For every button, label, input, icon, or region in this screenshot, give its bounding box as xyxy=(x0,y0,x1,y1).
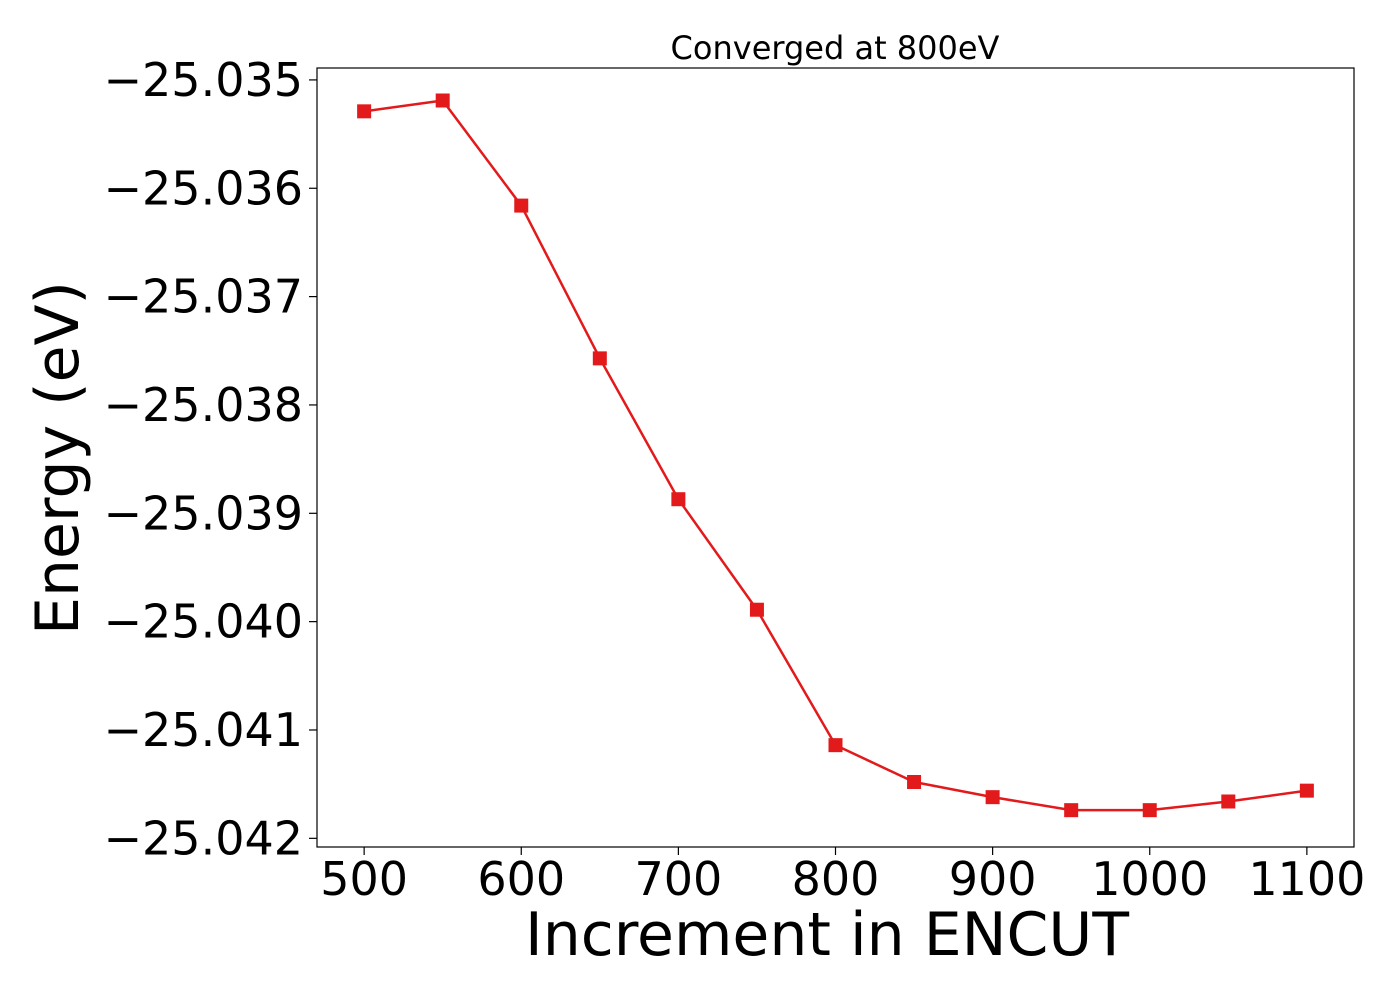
y-tick-label: −25.036 xyxy=(104,161,304,215)
y-tick-label: −25.040 xyxy=(104,595,304,649)
data-point-marker xyxy=(671,492,686,507)
x-tick-label: 500 xyxy=(320,852,408,906)
x-tick-label: 1100 xyxy=(1248,852,1365,906)
data-point-marker xyxy=(1221,794,1236,809)
y-tick-label: −25.041 xyxy=(104,703,304,757)
chart-title: Converged at 800eV xyxy=(671,29,1000,67)
y-tick-label: −25.035 xyxy=(104,53,304,107)
data-point-marker xyxy=(514,198,529,213)
data-point-marker xyxy=(357,104,372,119)
series-layer xyxy=(357,93,1314,818)
x-axis-label: Increment in ENCUT xyxy=(525,900,1129,970)
y-tick-label: −25.038 xyxy=(104,378,304,432)
data-point-marker xyxy=(749,602,764,617)
series-line xyxy=(363,99,1308,812)
y-tick-label: −25.039 xyxy=(104,486,304,540)
data-point-marker xyxy=(1142,803,1157,818)
y-tick-label: −25.042 xyxy=(104,811,304,865)
x-tick-label: 1000 xyxy=(1091,852,1208,906)
data-point-marker xyxy=(985,790,1000,805)
y-axis: −25.035 −25.036 −25.037 −25.038 −25.039 −25.0… xyxy=(104,53,317,865)
data-point-marker xyxy=(435,93,450,108)
x-tick-label: 900 xyxy=(949,852,1037,906)
x-tick-label: 700 xyxy=(634,852,722,906)
data-point-marker xyxy=(1064,803,1079,818)
x-axis: 500 600 700 800 900 1000 1100 xyxy=(320,847,1365,906)
x-tick-label: 800 xyxy=(792,852,880,906)
y-tick-label: −25.037 xyxy=(104,270,304,324)
plot-area-frame xyxy=(316,67,1355,848)
y-axis-label: Energy (eV) xyxy=(23,281,93,635)
data-point-marker xyxy=(1299,783,1314,798)
data-point-marker xyxy=(592,351,607,366)
data-point-marker xyxy=(907,774,922,789)
data-point-marker xyxy=(828,738,843,753)
x-tick-label: 600 xyxy=(477,852,565,906)
